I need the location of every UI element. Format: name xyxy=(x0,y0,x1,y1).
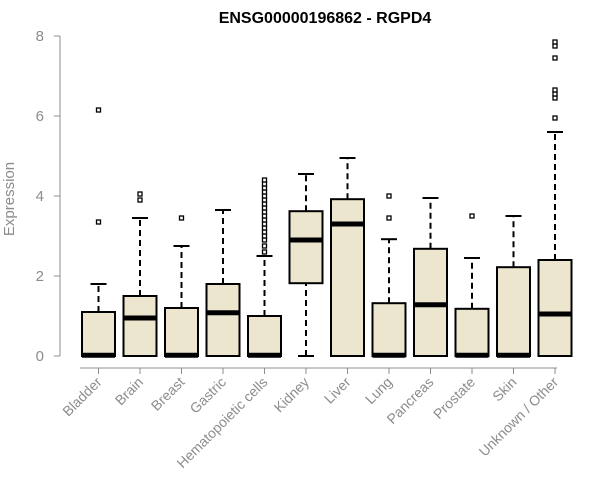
box-body xyxy=(454,307,490,357)
outlier-point xyxy=(261,249,268,255)
y-tick-label: 4 xyxy=(36,188,44,205)
outlier-point xyxy=(552,39,558,45)
x-category-label: Bladder xyxy=(59,374,105,420)
box-body xyxy=(81,311,116,357)
x-category-label: Kidney xyxy=(271,374,313,416)
box-10 xyxy=(496,215,531,358)
box-2 xyxy=(164,215,199,358)
box-1 xyxy=(122,191,158,357)
outlier-point xyxy=(261,177,268,183)
y-axis-title: Expression xyxy=(1,162,18,236)
outlier-point xyxy=(386,193,392,199)
box-body xyxy=(288,210,324,285)
outlier-point xyxy=(137,197,143,203)
outlier-point xyxy=(552,55,558,61)
outlier-point xyxy=(386,215,392,221)
outlier-point xyxy=(469,213,475,219)
x-category-label: Unknown / Other xyxy=(476,374,562,460)
box-0 xyxy=(81,107,116,358)
x-category-label: Prostate xyxy=(430,374,478,422)
x-category-label: Skin xyxy=(489,374,520,405)
outlier-point xyxy=(95,107,102,113)
box-body xyxy=(205,283,241,357)
y-axis-ticks: 0 2 4 6 8 xyxy=(36,28,60,365)
box-body xyxy=(537,259,573,357)
box-body xyxy=(122,295,158,357)
outlier-point xyxy=(552,115,558,121)
y-tick-label: 2 xyxy=(36,268,44,285)
y-tick-label: 6 xyxy=(36,108,44,125)
box-body xyxy=(496,266,531,358)
y-tick-label: 0 xyxy=(36,348,44,365)
outlier-point xyxy=(137,191,143,197)
box-body xyxy=(247,315,282,357)
box-3 xyxy=(205,209,241,357)
x-category-label: Lung xyxy=(362,374,395,407)
box-body xyxy=(371,302,407,358)
y-tick-label: 8 xyxy=(36,28,44,45)
box-body xyxy=(164,307,199,357)
outlier-point xyxy=(552,87,558,93)
box-8 xyxy=(413,197,448,357)
box-6 xyxy=(330,157,365,357)
outlier-point xyxy=(178,215,185,221)
chart-title: ENSG00000196862 - RGPD4 xyxy=(219,10,432,27)
outlier-point xyxy=(95,219,102,225)
outlier-point xyxy=(261,243,268,249)
box-series xyxy=(81,39,573,358)
x-category-label: Brain xyxy=(112,374,146,408)
x-category-label: Breast xyxy=(148,374,188,414)
box-7 xyxy=(371,193,407,358)
box-5 xyxy=(288,173,324,357)
box-4 xyxy=(247,177,282,358)
box-9 xyxy=(454,213,490,358)
x-category-label: Liver xyxy=(321,374,354,407)
box-11 xyxy=(537,39,573,357)
